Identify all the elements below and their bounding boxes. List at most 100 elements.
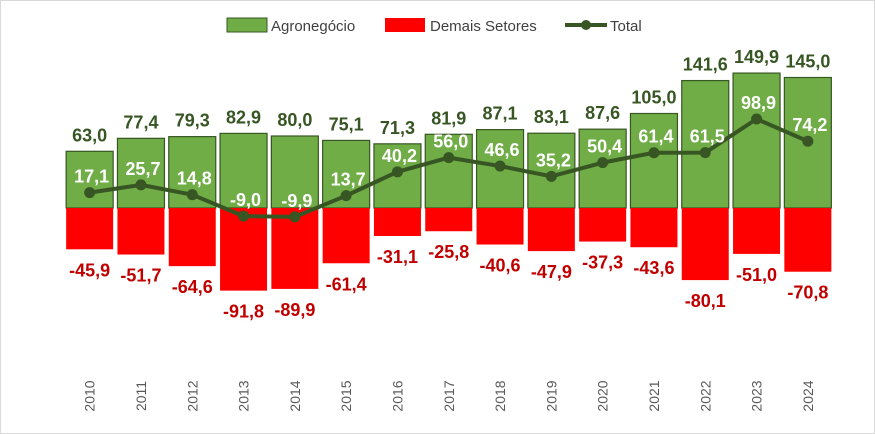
label-demais-2019: -47,9 [531, 262, 572, 282]
tick-2016: 2016 [389, 380, 405, 411]
total-point-2020 [597, 157, 609, 169]
label-total-2015: 13,7 [331, 170, 366, 190]
label-demais-2018: -40,6 [480, 256, 521, 276]
bar-demais-2018 [476, 208, 524, 245]
label-demais-2020: -37,3 [582, 253, 623, 273]
label-demais-2024: -70,8 [787, 283, 828, 303]
label-agro-2023: 149,9 [734, 47, 779, 67]
bar-agro-2021 [629, 112, 679, 209]
legend-label-agro: Agronegócio [271, 18, 355, 35]
legend-swatch-agro [226, 17, 268, 33]
label-agro-2016: 71,3 [380, 118, 415, 138]
bar-agro-2011 [116, 137, 166, 209]
bar-demais-2022 [681, 208, 729, 281]
label-total-2022: 61,5 [690, 127, 725, 147]
tick-2015: 2015 [338, 380, 354, 411]
label-agro-2021: 105,0 [631, 88, 676, 108]
bar-agro-2014 [270, 135, 319, 209]
tick-2014: 2014 [287, 380, 303, 411]
label-agro-2014: 80,0 [277, 110, 312, 130]
total-point-2022 [699, 147, 711, 159]
label-demais-2010: -45,9 [69, 260, 110, 280]
label-demais-2023: -51,0 [736, 265, 777, 285]
bar-demais-2016 [373, 208, 421, 236]
tick-2017: 2017 [441, 380, 457, 411]
label-demais-2011: -51,7 [120, 266, 161, 286]
bar-demais-2023 [733, 208, 781, 254]
total-point-2018 [494, 160, 506, 172]
legend: Agronegócio Demais Setores Total [226, 17, 642, 35]
total-point-2019 [545, 170, 557, 182]
tick-2020: 2020 [595, 380, 611, 411]
bar-demais-2010 [66, 208, 114, 250]
total-series [84, 113, 814, 223]
label-total-2023: 98,9 [741, 93, 776, 113]
tick-2024: 2024 [800, 380, 816, 411]
tick-2012: 2012 [184, 380, 200, 411]
label-demais-2015: -61,4 [326, 274, 367, 294]
total-point-2010 [84, 187, 96, 199]
label-agro-2013: 82,9 [226, 107, 261, 127]
bar-demais-2015 [322, 208, 370, 264]
label-agro-2022: 141,6 [683, 55, 728, 75]
label-total-2019: 35,2 [536, 150, 571, 170]
tick-2022: 2022 [697, 380, 713, 411]
demais-bars [66, 208, 832, 291]
label-total-2010: 17,1 [74, 167, 109, 187]
label-total-2017: 56,0 [433, 132, 468, 152]
total-point-2016 [391, 166, 403, 178]
label-agro-2011: 77,4 [123, 112, 158, 132]
label-demais-2012: -64,6 [172, 277, 213, 297]
label-demais-2017: -25,8 [428, 242, 469, 262]
label-total-2013: -9,0 [230, 190, 261, 210]
label-agro-2018: 87,1 [483, 104, 518, 124]
legend-label-total: Total [610, 18, 642, 35]
tick-2018: 2018 [492, 380, 508, 411]
tick-2023: 2023 [749, 380, 765, 411]
legend-swatch-total-marker [581, 20, 591, 30]
bar-demais-2017 [425, 208, 473, 232]
total-point-2013 [238, 210, 250, 222]
total-point-2011 [135, 179, 147, 191]
total-point-2021 [648, 147, 660, 159]
total-point-2017 [443, 152, 455, 164]
bar-demais-2021 [630, 208, 678, 248]
total-point-2023 [751, 113, 763, 125]
tick-2021: 2021 [646, 380, 662, 411]
label-total-2016: 40,2 [382, 146, 417, 166]
label-agro-2020: 87,6 [585, 103, 620, 123]
total-point-2014 [289, 211, 301, 223]
bar-demais-2019 [527, 208, 575, 252]
bar-demais-2011 [117, 208, 165, 255]
bar-demais-2020 [579, 208, 627, 242]
label-agro-2024: 145,0 [785, 52, 830, 72]
tick-2013: 2013 [236, 380, 252, 411]
x-axis-ticks: 2010 2011 2012 2013 2014 2015 2016 2017 2018 2019… [82, 380, 816, 411]
label-demais-2014: -89,9 [274, 300, 315, 320]
label-demais-2022: -80,1 [685, 291, 726, 311]
tick-2011: 2011 [133, 381, 149, 411]
label-total-2018: 46,6 [485, 140, 520, 160]
label-demais-2016: -31,1 [377, 247, 418, 267]
bar-agro-2023 [732, 72, 781, 209]
label-total-2011: 25,7 [125, 159, 160, 179]
label-agro-2017: 81,9 [431, 108, 466, 128]
total-point-2024 [802, 135, 814, 147]
bar-agro-2013 [219, 132, 268, 209]
label-demais-2021: -43,6 [633, 258, 674, 278]
total-point-2015 [340, 190, 352, 202]
tick-2010: 2010 [82, 380, 98, 411]
label-total-2024: 74,2 [792, 115, 827, 135]
label-total-2012: 14,8 [177, 169, 212, 189]
label-total-2020: 50,4 [587, 137, 622, 157]
bar-agro-2017 [424, 133, 473, 209]
label-agro-2015: 75,1 [329, 114, 364, 134]
legend-label-demais: Demais Setores [430, 18, 537, 35]
label-demais-2013: -91,8 [223, 302, 264, 322]
legend-swatch-demais [385, 18, 425, 32]
total-point-2012 [186, 189, 198, 201]
label-total-2014: -9,9 [281, 191, 312, 211]
bar-demais-2012 [168, 208, 216, 267]
